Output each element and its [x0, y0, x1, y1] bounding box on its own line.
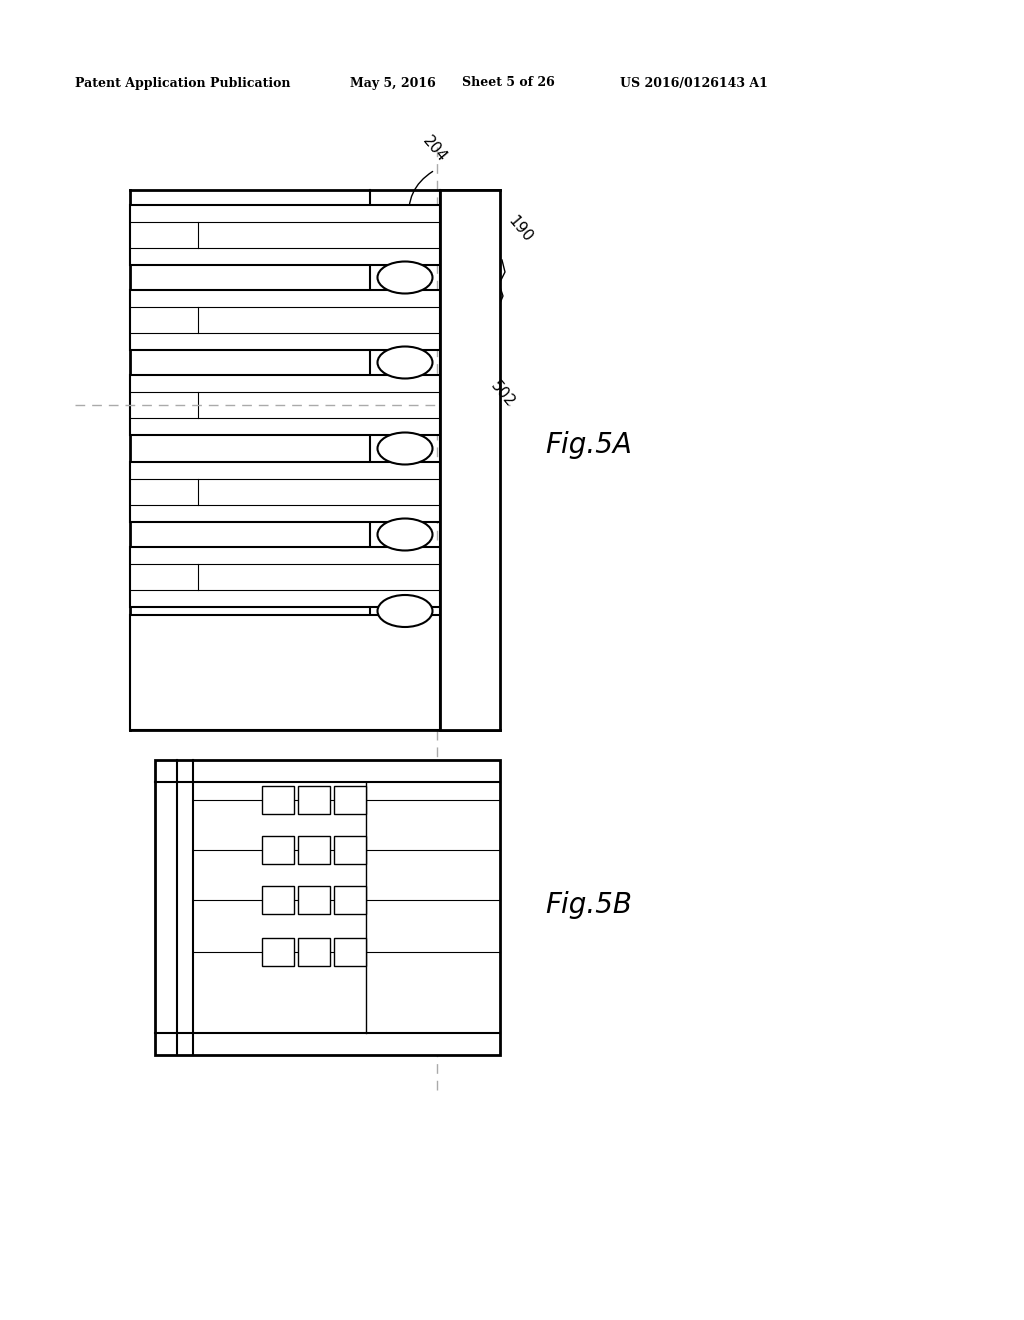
Text: May 5, 2016: May 5, 2016	[350, 77, 436, 90]
Bar	[440, 190, 500, 730]
Bar	[298, 886, 330, 913]
Bar	[130, 546, 440, 607]
Bar	[130, 375, 440, 436]
Bar	[262, 939, 294, 966]
Text: 190: 190	[505, 213, 536, 246]
FancyArrowPatch shape	[423, 411, 483, 434]
Text: Patent Application Publication: Patent Application Publication	[75, 77, 291, 90]
Bar	[298, 939, 330, 966]
Bar	[130, 290, 440, 350]
Text: 204: 204	[420, 133, 451, 165]
Ellipse shape	[378, 595, 432, 627]
Bar	[334, 886, 366, 913]
Bar	[155, 760, 500, 1055]
FancyArrowPatch shape	[409, 172, 432, 222]
Text: Fig.5A: Fig.5A	[545, 432, 632, 459]
Text: Sheet 5 of 26: Sheet 5 of 26	[462, 77, 555, 90]
Bar	[298, 836, 330, 865]
Bar	[334, 939, 366, 966]
Bar	[334, 836, 366, 865]
Bar	[262, 836, 294, 865]
Bar	[262, 785, 294, 814]
Text: 502: 502	[488, 379, 518, 411]
Text: US 2016/0126143 A1: US 2016/0126143 A1	[620, 77, 768, 90]
Ellipse shape	[378, 346, 432, 379]
Bar	[130, 615, 440, 730]
Bar	[130, 205, 440, 265]
Text: Fig.5B: Fig.5B	[545, 891, 632, 919]
Ellipse shape	[378, 261, 432, 293]
Ellipse shape	[378, 519, 432, 550]
Bar	[262, 886, 294, 913]
Ellipse shape	[378, 433, 432, 465]
Bar	[298, 785, 330, 814]
Bar	[334, 785, 366, 814]
Bar	[130, 462, 440, 521]
